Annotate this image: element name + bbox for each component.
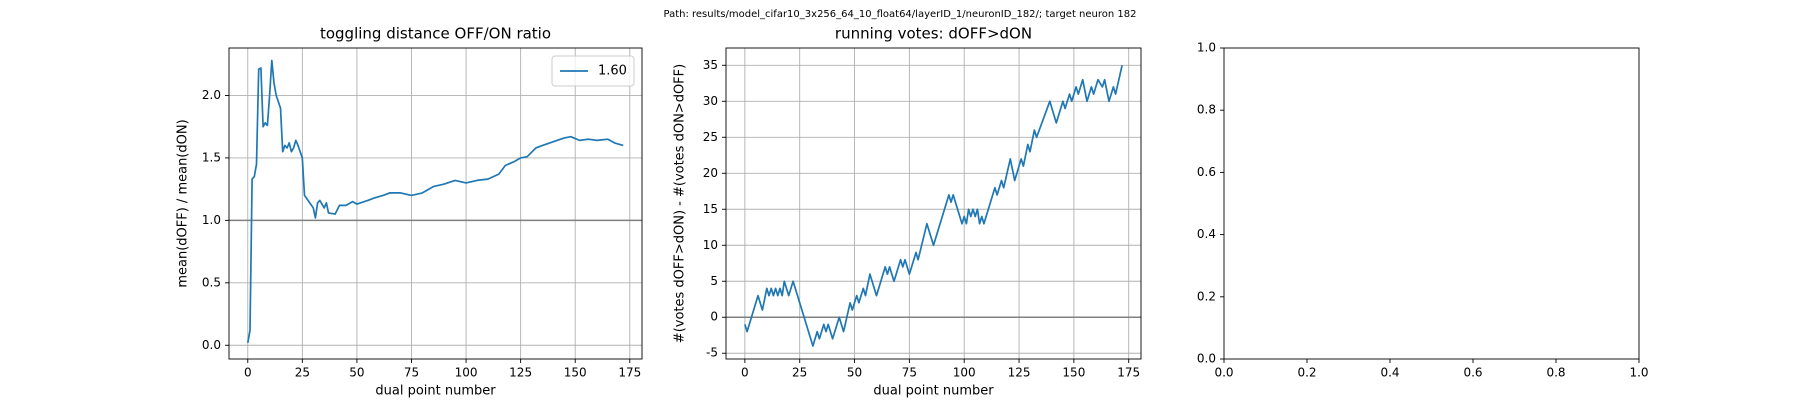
- x-tick-label: 50: [847, 366, 862, 380]
- y-axis-label: mean(dOFF) / mean(dON): [176, 119, 191, 287]
- subplot-title: running votes: dOFF>dON: [835, 25, 1032, 43]
- x-tick-label: 100: [953, 366, 976, 380]
- data-line: [744, 65, 1123, 347]
- y-tick-label: 35: [703, 58, 718, 72]
- y-tick-label: 25: [703, 130, 718, 144]
- x-tick-label: 150: [1062, 366, 1085, 380]
- axes-frame: [725, 47, 1142, 360]
- y-tick-label: 0.5: [202, 275, 221, 289]
- figure-title: Path: results/model_cifar10_3x256_64_10_…: [664, 9, 1137, 20]
- y-tick-label: 1.5: [202, 150, 221, 164]
- y-tick-label: 0: [710, 310, 718, 324]
- y-axis-label: #(votes dOFF>dON) - #(votes dON>dOFF): [673, 64, 688, 343]
- y-tick-label: 0.0: [1197, 352, 1216, 366]
- x-tick-label: 0.4: [1380, 366, 1399, 380]
- x-tick-label: 150: [564, 366, 587, 380]
- x-tick-label: 175: [1117, 366, 1140, 380]
- x-tick-label: 1.0: [1629, 366, 1648, 380]
- y-tick-label: 1.0: [202, 213, 221, 227]
- x-tick-label: 25: [295, 366, 310, 380]
- y-tick-label: 5: [710, 274, 718, 288]
- x-tick-label: 50: [349, 366, 364, 380]
- legend-box: [551, 55, 635, 87]
- x-tick-label: 25: [792, 366, 807, 380]
- y-tick-label: 10: [703, 238, 718, 252]
- x-tick-label: 75: [404, 366, 419, 380]
- y-tick-label: 1.0: [1197, 41, 1216, 55]
- y-tick-label: 0.6: [1197, 165, 1216, 179]
- x-tick-label: 175: [618, 366, 641, 380]
- x-tick-label: 125: [509, 366, 532, 380]
- x-tick-label: 0.6: [1463, 366, 1482, 380]
- y-tick-label: 30: [703, 94, 718, 108]
- y-tick-label: 0.8: [1197, 103, 1216, 117]
- y-tick-label: 0.0: [202, 338, 221, 352]
- y-tick-label: 15: [703, 202, 718, 216]
- x-tick-label: 125: [1008, 366, 1031, 380]
- x-tick-label: 0.2: [1297, 366, 1316, 380]
- legend-label: 1.60: [598, 64, 627, 79]
- x-tick-label: 100: [455, 366, 478, 380]
- x-tick-label: 0: [741, 366, 749, 380]
- y-tick-label: 20: [703, 166, 718, 180]
- x-tick-label: 75: [902, 366, 917, 380]
- x-tick-label: 0: [244, 366, 252, 380]
- legend: 1.60: [551, 55, 635, 87]
- subplot: 0.0 0.2 0.4 0.6 0.8 1.0 0.0 0.2 0.4 0.6 0.8 1.0: [1197, 41, 1649, 380]
- axes-frame: [228, 47, 643, 360]
- subplot-title: toggling distance OFF/ON ratio: [320, 25, 551, 43]
- axes-frame: [1223, 47, 1640, 360]
- subplot: 0 25 50 75 100 125 150 175 0.0 0.5 1.0 1.5 2.0 toggli…: [176, 25, 643, 399]
- data-line: [246, 59, 624, 343]
- y-tick-label: 2.0: [202, 88, 221, 102]
- x-tick-label: 0.0: [1214, 366, 1233, 380]
- subplot: 0 25 50 75 100 125 150 175 -5 0 5 10 15 20 25 30 35 runni…: [673, 25, 1142, 399]
- y-tick-label: -5: [706, 346, 718, 360]
- x-axis-label: dual point number: [375, 384, 496, 399]
- x-axis-label: dual point number: [873, 384, 994, 399]
- y-tick-label: 0.4: [1197, 227, 1216, 241]
- x-tick-label: 0.8: [1546, 366, 1565, 380]
- y-tick-label: 0.2: [1197, 289, 1216, 303]
